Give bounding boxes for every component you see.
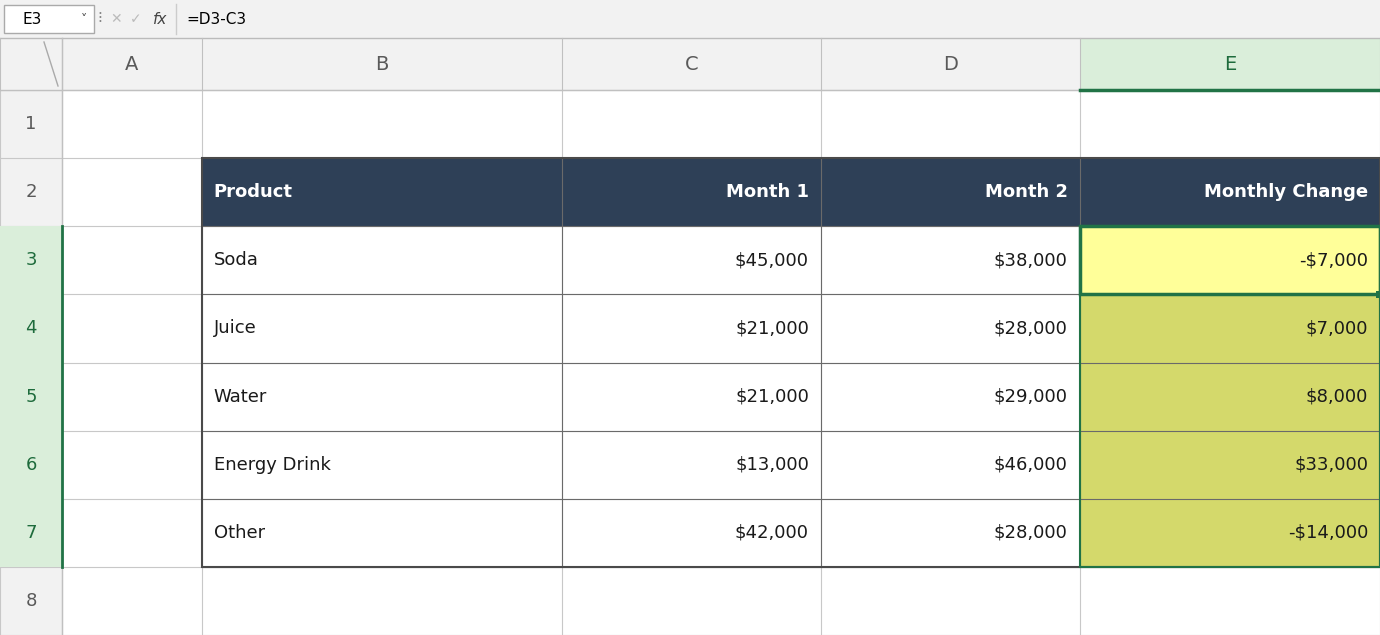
Text: 6: 6	[25, 456, 37, 474]
Text: $33,000: $33,000	[1294, 456, 1368, 474]
Text: $21,000: $21,000	[736, 319, 809, 337]
Bar	[201, 158, 1380, 567]
Text: A: A	[126, 55, 138, 74]
Text: -$14,000: -$14,000	[1288, 524, 1368, 542]
Text: $29,000: $29,000	[994, 387, 1068, 406]
Bar	[1079, 226, 1380, 295]
Text: Month 2: Month 2	[984, 183, 1068, 201]
Text: $28,000: $28,000	[994, 524, 1068, 542]
Text: 4: 4	[25, 319, 37, 337]
Text: E: E	[1224, 55, 1236, 74]
Text: Other: Other	[214, 524, 265, 542]
Bar	[0, 0, 1380, 38]
Bar	[4, 5, 94, 33]
Text: $46,000: $46,000	[994, 456, 1068, 474]
Text: $45,000: $45,000	[736, 251, 809, 269]
Text: $8,000: $8,000	[1305, 387, 1368, 406]
Text: =D3-C3: =D3-C3	[186, 11, 246, 27]
Text: $21,000: $21,000	[736, 387, 809, 406]
Text: Water: Water	[214, 387, 268, 406]
Bar	[1079, 226, 1380, 295]
Bar	[0, 226, 62, 295]
Bar	[0, 363, 62, 431]
Text: ˅: ˅	[81, 13, 87, 25]
Text: -$7,000: -$7,000	[1299, 251, 1368, 269]
Text: 1: 1	[25, 115, 37, 133]
Bar	[1079, 295, 1380, 363]
Text: $7,000: $7,000	[1305, 319, 1368, 337]
Text: C: C	[684, 55, 698, 74]
Text: $42,000: $42,000	[736, 524, 809, 542]
Bar	[1079, 226, 1380, 567]
Bar	[1079, 363, 1380, 431]
Bar	[1079, 498, 1380, 567]
Text: $13,000: $13,000	[736, 456, 809, 474]
Text: Month 1: Month 1	[726, 183, 809, 201]
Text: Product: Product	[214, 183, 293, 201]
Text: 7: 7	[25, 524, 37, 542]
Bar	[0, 498, 62, 567]
Text: ✕: ✕	[110, 12, 121, 26]
Bar	[0, 38, 1380, 90]
Text: Monthly Change: Monthly Change	[1203, 183, 1368, 201]
Text: 2: 2	[25, 183, 37, 201]
Text: $38,000: $38,000	[994, 251, 1068, 269]
Bar	[1079, 38, 1380, 90]
Bar	[1079, 431, 1380, 498]
Text: Energy Drink: Energy Drink	[214, 456, 331, 474]
Text: Soda: Soda	[214, 251, 258, 269]
Text: B: B	[375, 55, 389, 74]
Text: fx: fx	[153, 11, 167, 27]
Bar	[0, 90, 62, 635]
Text: 8: 8	[25, 592, 37, 610]
Text: E3: E3	[22, 11, 41, 27]
Bar	[201, 158, 1380, 226]
Text: ✓: ✓	[130, 12, 142, 26]
Text: D: D	[943, 55, 958, 74]
Text: ⁝: ⁝	[98, 11, 102, 27]
Text: $28,000: $28,000	[994, 319, 1068, 337]
Bar	[0, 38, 62, 90]
Bar	[0, 295, 62, 363]
Bar	[0, 431, 62, 498]
Text: 3: 3	[25, 251, 37, 269]
Text: Juice: Juice	[214, 319, 257, 337]
Text: 5: 5	[25, 387, 37, 406]
Bar	[1376, 291, 1380, 298]
